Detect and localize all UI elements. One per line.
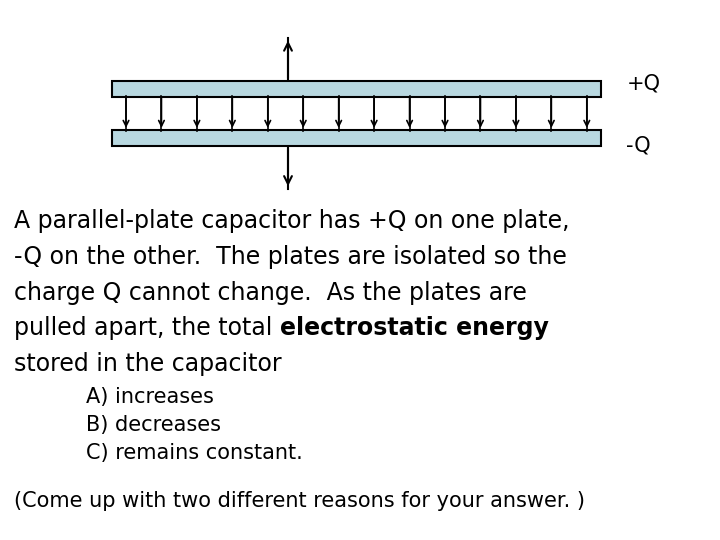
Text: -Q: -Q <box>626 136 651 156</box>
Text: C) remains constant.: C) remains constant. <box>86 443 303 463</box>
Text: B) decreases: B) decreases <box>86 415 222 435</box>
Text: -Q on the other.  The plates are isolated so the: -Q on the other. The plates are isolated… <box>14 245 567 269</box>
Bar <box>112 130 601 146</box>
Text: A) increases: A) increases <box>86 387 215 407</box>
Text: A parallel-plate capacitor has +Q on one plate,: A parallel-plate capacitor has +Q on one… <box>14 210 570 233</box>
Text: pulled apart, the total: pulled apart, the total <box>14 316 280 340</box>
Text: +Q: +Q <box>626 73 660 94</box>
Text: (Come up with two different reasons for your answer. ): (Come up with two different reasons for … <box>14 490 585 511</box>
Text: charge Q cannot change.  As the plates are: charge Q cannot change. As the plates ar… <box>14 281 527 305</box>
Bar <box>112 81 601 97</box>
Text: electrostatic energy: electrostatic energy <box>280 316 549 340</box>
Text: stored in the capacitor: stored in the capacitor <box>14 353 282 376</box>
